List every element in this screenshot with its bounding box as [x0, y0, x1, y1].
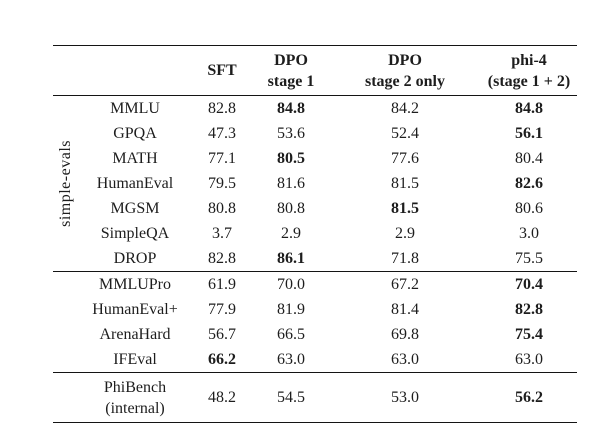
spacer-cell [53, 322, 79, 347]
value-sft: 61.9 [191, 271, 253, 297]
metric-label: IFEval [113, 351, 157, 368]
value-dpo-stage1: 80.5 [277, 150, 305, 167]
table-row: MGSM 80.8 80.8 81.5 80.6 [53, 196, 577, 221]
value-dpo-stage1: 2.9 [281, 225, 301, 242]
table-row: DROP 82.8 86.1 71.8 75.5 [53, 246, 577, 272]
value-dpo-stage2-only: 63.0 [391, 351, 419, 368]
group-label-cell: simple-evals [53, 96, 79, 272]
spacer-cell [53, 347, 79, 373]
metric-label: MMLU [110, 100, 160, 117]
value-sft: 79.5 [208, 175, 236, 192]
value-dpo-stage2-only: 67.2 [329, 271, 481, 297]
value-phi4: 82.8 [515, 301, 543, 318]
value-phi4: 84.8 [515, 100, 543, 117]
value-dpo-stage1: 63.0 [277, 351, 305, 368]
value-sft: 3.7 [212, 225, 232, 242]
value-dpo-stage2-only: 81.5 [391, 200, 419, 217]
col-header-sft: SFT [191, 45, 253, 96]
header-row: SFT DPO stage 1 DPO stage 2 only phi-4 (… [53, 45, 577, 96]
value-phi4: 56.2 [481, 372, 577, 423]
metric-label: SimpleQA [100, 225, 170, 242]
table-row: MMLUPro 61.9 70.0 67.2 70.4 [53, 271, 577, 297]
table-row: HumanEval+ 77.9 81.9 81.4 82.8 [53, 297, 577, 322]
value-phi4: 80.4 [515, 150, 543, 167]
table-row: IFEval 66.2 63.0 63.0 63.0 [53, 347, 577, 373]
value-sft: 80.8 [208, 200, 236, 217]
value-dpo-stage1: 53.6 [277, 125, 305, 142]
value-dpo-stage2-only: 81.5 [391, 175, 419, 192]
metric-label: ArenaHard [99, 326, 171, 343]
metric-label: MATH [112, 150, 158, 167]
value-dpo-stage2-only: 81.4 [391, 301, 419, 318]
value-sft: 77.1 [208, 150, 236, 167]
metric-label: PhiBench (internal) [79, 372, 191, 423]
metric-label: DROP [113, 250, 157, 267]
value-phi4: 75.4 [515, 326, 543, 343]
group-label-simple-evals: simple-evals [57, 140, 74, 227]
value-sft: 77.9 [208, 301, 236, 318]
value-dpo-stage1: 54.5 [253, 372, 329, 423]
value-dpo-stage2-only: 2.9 [395, 225, 415, 242]
value-phi4: 56.1 [515, 125, 543, 142]
results-table: SFT DPO stage 1 DPO stage 2 only phi-4 (… [53, 45, 577, 423]
value-phi4: 80.6 [515, 200, 543, 217]
value-phi4: 82.6 [515, 175, 543, 192]
spacer-cell [53, 271, 79, 297]
metric-label: MGSM [110, 200, 160, 217]
value-dpo-stage1: 84.8 [277, 100, 305, 117]
value-dpo-stage2-only: 53.0 [329, 372, 481, 423]
value-dpo-stage1: 81.9 [277, 301, 305, 318]
value-dpo-stage2-only: 69.8 [391, 326, 419, 343]
value-dpo-stage2-only: 84.2 [391, 100, 419, 117]
col-header-dpo-stage1: DPO stage 1 [253, 45, 329, 96]
value-sft: 48.2 [191, 372, 253, 423]
spacer-cell [53, 372, 79, 423]
value-phi4: 3.0 [519, 225, 539, 242]
metric-label: MMLUPro [79, 271, 191, 297]
metric-label: GPQA [113, 125, 157, 142]
value-dpo-stage1: 81.6 [277, 175, 305, 192]
table-row: HumanEval 79.5 81.6 81.5 82.6 [53, 171, 577, 196]
value-dpo-stage2-only: 52.4 [391, 125, 419, 142]
metric-label: HumanEval [96, 175, 174, 192]
value-dpo-stage1: 66.5 [277, 326, 305, 343]
table-row: GPQA 47.3 53.6 52.4 56.1 [53, 121, 577, 146]
value-sft: 47.3 [208, 125, 236, 142]
value-dpo-stage1: 70.0 [253, 271, 329, 297]
value-phi4: 63.0 [515, 351, 543, 368]
value-dpo-stage1: 80.8 [277, 200, 305, 217]
value-sft: 56.7 [208, 326, 236, 343]
value-dpo-stage2-only: 71.8 [391, 250, 419, 267]
table-row: simple-evals MMLU 82.8 84.8 84.2 84.8 [53, 96, 577, 227]
metric-label: HumanEval+ [92, 301, 178, 318]
spacer-cell [53, 297, 79, 322]
value-sft: 82.8 [208, 100, 236, 117]
value-dpo-stage2-only: 77.6 [391, 150, 419, 167]
value-sft: 82.8 [208, 250, 236, 267]
value-phi4: 70.4 [481, 271, 577, 297]
value-phi4: 75.5 [515, 250, 543, 267]
value-dpo-stage1: 86.1 [277, 250, 305, 267]
header-spacer [53, 45, 79, 96]
table-row: MATH 77.1 80.5 77.6 80.4 [53, 146, 577, 171]
col-header-phi4: phi-4 (stage 1 + 2) [481, 45, 577, 96]
col-header-dpo-stage2-only: DPO stage 2 only [329, 45, 481, 96]
table-row: PhiBench (internal) 48.2 54.5 53.0 56.2 [53, 372, 577, 423]
table-row: SimpleQA 3.7 2.9 2.9 3.0 [53, 221, 577, 246]
value-sft: 66.2 [208, 351, 236, 368]
table-row: ArenaHard 56.7 66.5 69.8 75.4 [53, 322, 577, 347]
header-spacer [79, 45, 191, 96]
